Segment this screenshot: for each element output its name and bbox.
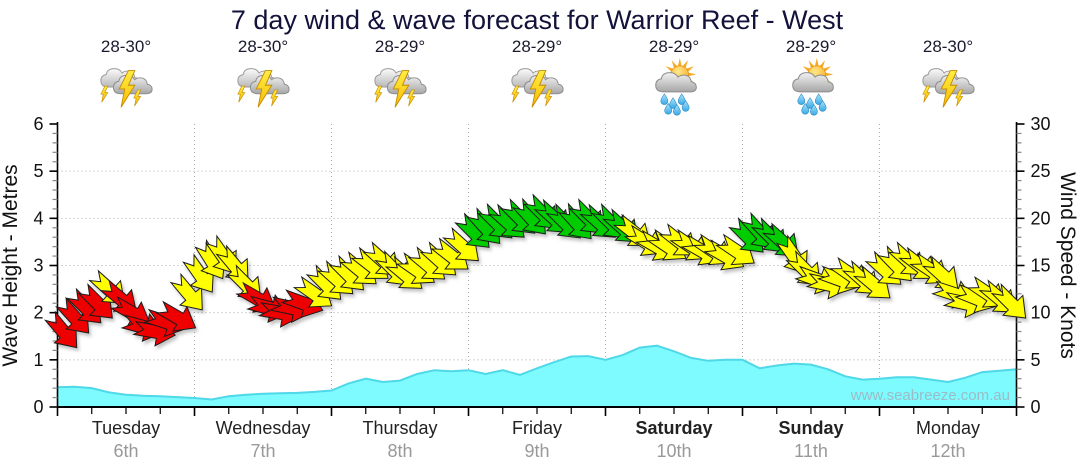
left-axis-tick-label: 5 [33, 161, 43, 181]
wind-arrow [169, 272, 203, 311]
x-axis-day-label: Saturday [635, 418, 712, 438]
wind-arrow-series [43, 193, 1027, 349]
day-header-sunday: 28-29° [756, 37, 866, 116]
x-axis-date-label: 8th [387, 441, 412, 461]
weather-icon-thunderstorm [374, 68, 427, 108]
axes: 0 1 2 3 4 5 6 0 5 10 15 20 25 30 [33, 114, 1050, 417]
x-axis-day-label: Monday [916, 418, 980, 438]
x-axis-date-label: 12th [930, 441, 965, 461]
right-axis-tick-label: 20 [1031, 208, 1051, 228]
left-axis-tick-label: 0 [33, 397, 43, 417]
right-axis-tick-label: 25 [1031, 161, 1051, 181]
day-header-wednesday: 28-30° [208, 37, 318, 116]
right-axis-tick-label: 10 [1031, 303, 1051, 323]
x-axis-day-label: Thursday [362, 418, 437, 438]
x-axis-date-label: 9th [524, 441, 549, 461]
day-temperature: 28-30° [237, 37, 289, 56]
right-axis-tick-label: 0 [1031, 397, 1041, 417]
day-header-friday: 28-29° [482, 37, 592, 116]
wave-height-series [57, 344, 1017, 407]
left-axis-tick-label: 4 [33, 208, 43, 228]
wind-arrow [155, 300, 197, 332]
x-axis-day-label: Sunday [778, 418, 843, 438]
day-temperature: 28-30° [100, 37, 152, 56]
right-axis-tick-label: 15 [1031, 256, 1051, 276]
left-axis-tick-label: 1 [33, 350, 43, 370]
day-temperature: 28-29° [511, 37, 563, 56]
x-axis-date-label: 10th [656, 441, 691, 461]
x-axis-date-label: 11th [794, 441, 828, 461]
x-axis-day-label: Tuesday [92, 418, 160, 438]
page-title: 7 day wind & wave forecast for Warrior R… [230, 5, 844, 35]
day-temperature: 28-30° [922, 37, 974, 56]
x-axis-day-label: Wednesday [216, 418, 311, 438]
watermark: www.seabreeze.com.au [850, 387, 1010, 404]
weather-icon-thunderstorm [237, 68, 290, 108]
wind-arrow [990, 283, 1027, 319]
day-header-saturday: 28-29° [619, 37, 729, 116]
weather-icon-sun-showers [792, 58, 834, 116]
right-axis-title: Wind Speed - Knots [1056, 172, 1079, 359]
right-axis-tick-label: 5 [1031, 350, 1041, 370]
left-axis-tick-label: 6 [33, 114, 43, 134]
day-temperature: 28-29° [785, 37, 837, 56]
left-axis-title: Wave Height - Metres [0, 164, 22, 366]
x-axis-date-label: 7th [250, 441, 275, 461]
left-axis-tick-label: 2 [33, 303, 43, 323]
day-temperature: 28-29° [648, 37, 700, 56]
day-header-monday: 28-30° [893, 37, 1003, 116]
wind-arrow [921, 255, 959, 290]
day-temperature: 28-29° [374, 37, 426, 56]
x-axis-day-label: Friday [512, 418, 562, 438]
right-axis-tick-label: 30 [1031, 114, 1051, 134]
day-header-tuesday: 28-30° [71, 37, 181, 116]
left-axis-tick-label: 3 [33, 256, 43, 276]
weather-icon-sun-showers [655, 58, 697, 116]
x-axis-date-label: 6th [113, 441, 138, 461]
weather-icon-thunderstorm [511, 68, 564, 108]
day-header-thursday: 28-29° [345, 37, 455, 116]
weather-icon-thunderstorm [100, 68, 153, 108]
weather-icon-thunderstorm [922, 68, 975, 108]
